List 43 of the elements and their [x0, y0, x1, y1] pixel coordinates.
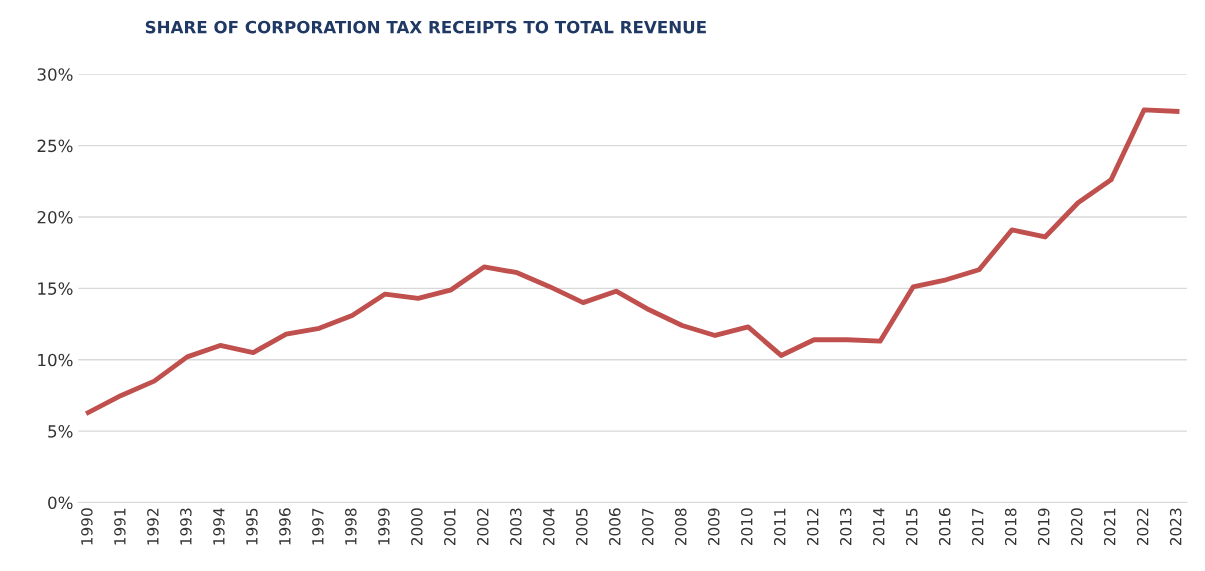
x-tick-label: 2003 — [510, 508, 522, 546]
x-tick-label: 1997 — [312, 508, 324, 545]
x-tick-label: 2022 — [1136, 508, 1149, 546]
y-tick-label: 25% — [37, 139, 73, 153]
x-tick-label: 2013 — [839, 508, 852, 546]
x-tick-label: 2001 — [444, 508, 456, 546]
x-tick-label: 2023 — [1169, 508, 1182, 546]
x-tick-label: 2004 — [543, 508, 555, 546]
x-tick-label: 2008 — [674, 508, 687, 546]
x-tick-label: 2014 — [872, 508, 885, 546]
y-tick-label: 20% — [37, 210, 73, 224]
x-tick-label: 2020 — [1070, 508, 1083, 546]
x-tick-label: 2005 — [576, 508, 588, 546]
x-tick-label: 1998 — [345, 508, 357, 545]
x-tick-label: 1991 — [114, 508, 126, 545]
x-tick-label: 2019 — [1037, 508, 1050, 546]
x-tick-label: 2016 — [938, 508, 951, 546]
x-tick-label: 1994 — [213, 508, 225, 545]
x-tick-label: 1996 — [279, 508, 291, 545]
x-tick-label: 2021 — [1103, 508, 1116, 546]
x-tick-label: 1992 — [147, 508, 159, 545]
line-series — [85, 107, 1180, 415]
x-tick-label: 2002 — [477, 508, 489, 546]
x-tick-label: 2018 — [1004, 508, 1017, 546]
y-tick-label: 0% — [48, 496, 73, 510]
x-tick-label: 2012 — [806, 508, 819, 546]
x-tick-label: 2009 — [707, 508, 720, 546]
x-tick-label: 2017 — [971, 508, 984, 546]
x-tick-label: 1993 — [180, 508, 192, 545]
y-tick-label: 5% — [48, 425, 73, 438]
y-tick-label: 15% — [38, 282, 73, 295]
x-tick-label: 2007 — [642, 508, 654, 546]
x-tick-label: 1990 — [81, 508, 93, 545]
chart-title: SHARE OF CORPORATION TAX RECEIPTS TO TOTAL REVENUE — [145, 20, 706, 34]
x-tick-label: 2010 — [740, 508, 753, 546]
y-tick-label: 30% — [37, 68, 73, 81]
x-tick-label: 2011 — [773, 508, 786, 546]
x-tick-label: 2006 — [609, 508, 621, 546]
x-tick-label: 1999 — [378, 508, 390, 545]
y-tick-label: 10% — [38, 353, 73, 367]
x-tick-label: 1995 — [246, 508, 258, 545]
x-tick-label: 2000 — [411, 508, 423, 546]
x-tick-label: 2015 — [905, 508, 918, 546]
